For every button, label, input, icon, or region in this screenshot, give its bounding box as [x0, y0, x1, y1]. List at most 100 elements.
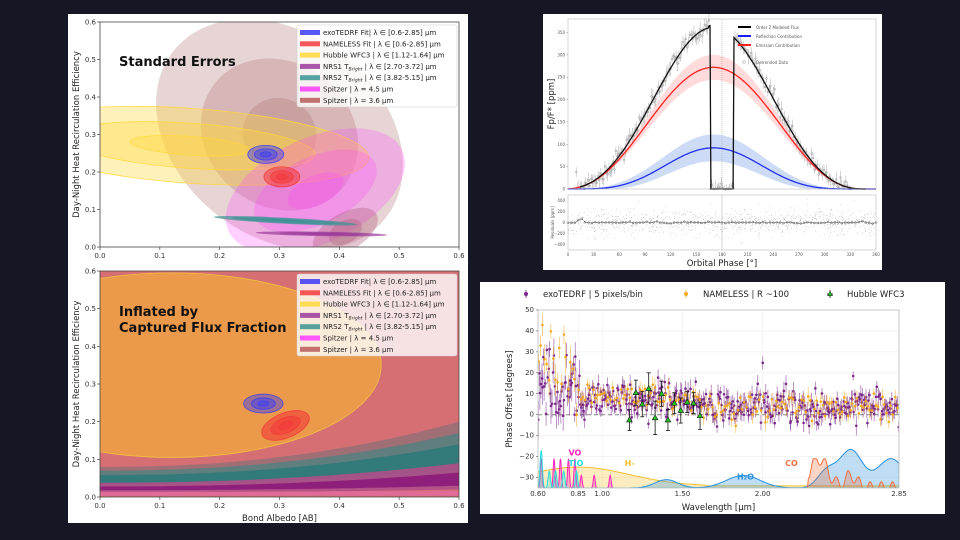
data-point	[773, 84, 776, 94]
residual-point	[671, 232, 672, 234]
residual-point	[601, 223, 603, 225]
data-point	[740, 404, 744, 414]
data-point	[611, 391, 614, 412]
data-point	[564, 341, 567, 374]
data-point	[782, 381, 786, 401]
data-point	[726, 389, 730, 405]
residual-point	[632, 226, 634, 227]
residual-point	[727, 220, 728, 221]
residual-point	[848, 215, 850, 217]
residual-point	[757, 220, 759, 222]
data-marker	[765, 77, 768, 80]
data-marker	[766, 395, 770, 399]
y-tick-label: 0.6	[85, 268, 97, 276]
residual-point	[788, 224, 789, 225]
data-marker	[728, 409, 732, 413]
x-tick-label: 1.50	[675, 490, 691, 498]
residual-point	[578, 215, 580, 216]
residual-point	[592, 227, 593, 228]
data-marker	[676, 62, 679, 65]
x-tick-label: 0.2	[214, 252, 225, 260]
residual-point	[579, 212, 581, 214]
data-point	[623, 386, 627, 405]
residual-point	[777, 226, 778, 227]
data-marker	[754, 57, 757, 60]
data-marker	[606, 395, 610, 399]
legend-swatch	[300, 63, 320, 69]
data-marker	[633, 408, 637, 412]
residual-point	[762, 224, 763, 226]
data-marker	[575, 413, 578, 417]
data-marker	[614, 407, 618, 411]
data-marker	[813, 407, 816, 411]
residual-point	[767, 219, 769, 221]
residual-axes-frame	[567, 194, 877, 251]
residual-point	[835, 223, 837, 225]
residual-point	[629, 211, 630, 213]
data-marker	[787, 120, 790, 123]
data-marker	[830, 400, 833, 404]
data-marker	[822, 168, 826, 171]
residual-point	[739, 219, 741, 221]
data-marker	[540, 377, 544, 380]
residual-point	[850, 214, 851, 216]
data-point	[606, 389, 610, 405]
residual-point	[711, 230, 713, 232]
data-point	[823, 394, 826, 410]
x-tick-label: 2.85	[891, 490, 907, 498]
data-point	[775, 392, 778, 410]
residual-point	[691, 229, 693, 230]
data-marker	[764, 411, 767, 414]
residual-point	[805, 228, 807, 230]
data-marker	[549, 404, 553, 408]
residual-point	[785, 226, 786, 228]
legend-label: Hubble WFC3 | λ ∈ [1.12-1.64] μm	[323, 301, 445, 309]
residual-point	[690, 223, 691, 225]
residual-point	[776, 225, 777, 227]
residual-point	[834, 223, 836, 225]
residual-point	[635, 213, 636, 215]
data-marker	[746, 409, 750, 413]
residual-point	[685, 225, 687, 227]
data-marker	[789, 396, 793, 399]
residual-point	[694, 227, 696, 228]
data-marker	[708, 400, 712, 404]
data-marker	[670, 57, 674, 61]
y-tick-label: 0.1	[85, 206, 96, 214]
residual-point	[843, 234, 844, 236]
data-marker	[778, 399, 782, 402]
residual-point	[711, 217, 713, 219]
residual-point	[830, 214, 831, 216]
legend-label: NRS2 TBright | λ ∈ [3.82-5.15] μm	[323, 323, 437, 333]
data-marker	[719, 410, 723, 414]
data-point	[571, 362, 574, 376]
residual-point	[849, 227, 851, 229]
residual-point	[613, 219, 615, 221]
residual-point	[824, 214, 826, 216]
residual-point	[736, 213, 738, 215]
residual-point	[729, 214, 731, 215]
residual-point	[770, 224, 772, 225]
band-nrs1-inner	[100, 472, 459, 491]
residual-point	[681, 229, 682, 230]
data-marker	[544, 412, 548, 416]
data-marker	[702, 416, 706, 420]
residual-point	[767, 228, 769, 230]
data-marker	[861, 408, 865, 412]
region-exotedrf	[243, 393, 284, 414]
data-point	[694, 377, 698, 387]
residual-point	[860, 225, 861, 227]
residual-point	[614, 228, 616, 230]
residual-point	[648, 231, 650, 233]
legend-box	[296, 24, 458, 108]
data-marker	[552, 357, 555, 360]
residual-point	[676, 227, 677, 229]
residual-point	[755, 224, 757, 226]
data-marker	[638, 388, 642, 391]
legend-label: exoTEDRF | 5 pixels/bin	[543, 290, 643, 300]
residual-point	[846, 222, 848, 224]
h2o-opacity	[538, 448, 899, 488]
data-marker	[602, 398, 606, 401]
residual-point	[758, 219, 759, 220]
residual-point	[716, 226, 718, 227]
